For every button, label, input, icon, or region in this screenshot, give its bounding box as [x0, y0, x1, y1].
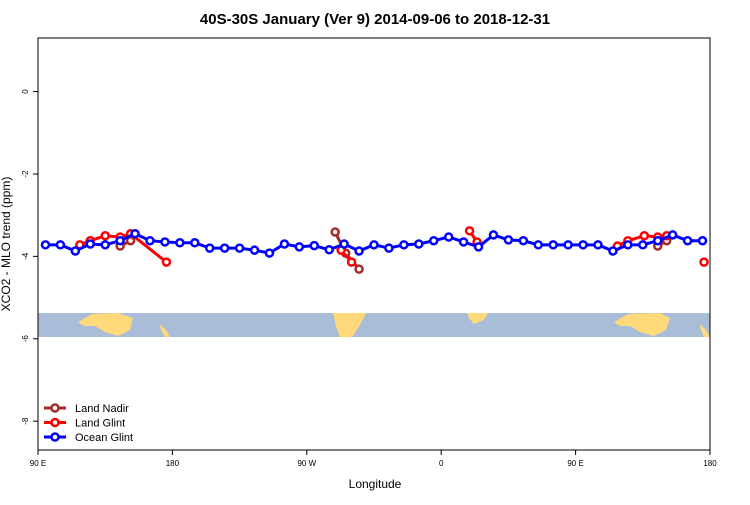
legend-marker	[50, 417, 60, 428]
point	[369, 240, 379, 250]
point	[115, 235, 125, 246]
x-tick-label: 0	[439, 459, 444, 468]
legend-label: Land Glint	[75, 418, 125, 430]
point	[503, 235, 514, 245]
point	[294, 242, 305, 252]
point	[488, 230, 499, 240]
point	[161, 257, 172, 267]
point	[354, 246, 364, 256]
x-tick-label: 90 E	[567, 459, 583, 468]
plot-frame	[37, 37, 711, 451]
point	[204, 243, 215, 253]
y-tick-label: -2	[21, 170, 30, 178]
series-line	[119, 231, 668, 271]
x-tick-label: 90 E	[30, 459, 46, 468]
map-strip	[38, 313, 710, 337]
y-tick-label: 0	[21, 89, 30, 94]
point	[428, 235, 439, 246]
point	[578, 240, 588, 250]
point	[563, 240, 573, 250]
point	[100, 231, 110, 241]
point	[100, 240, 110, 250]
legend-marker	[50, 403, 60, 413]
y-tick-label: -4	[21, 252, 30, 260]
point	[55, 240, 66, 250]
point	[652, 235, 663, 246]
point	[697, 235, 708, 246]
point	[70, 246, 81, 256]
point	[330, 227, 340, 237]
x-tick-label: 90 W	[297, 459, 316, 468]
point	[533, 240, 544, 250]
point	[190, 238, 200, 248]
x-tick-label: 180	[166, 459, 180, 468]
point	[279, 239, 290, 249]
chart-title: 40S-30S January (Ver 9) 2014-09-06 to 20…	[200, 11, 550, 28]
legend-label: Land Nadir	[75, 403, 129, 415]
point	[264, 248, 275, 258]
point	[399, 240, 409, 250]
point	[638, 240, 648, 250]
y-axis-label: XCO2 - MLO trend (ppm)	[0, 177, 13, 312]
point	[414, 239, 424, 249]
y-tick-label: -8	[21, 417, 30, 425]
point	[623, 240, 633, 250]
point	[249, 245, 260, 255]
point	[40, 240, 51, 250]
x-axis-label: Longitude	[349, 477, 402, 491]
point	[160, 237, 170, 247]
point	[145, 235, 155, 246]
point	[593, 240, 603, 250]
point	[464, 226, 475, 236]
legend-label: Ocean Glint	[75, 432, 133, 444]
legend-marker	[50, 432, 60, 442]
point	[354, 264, 364, 274]
point	[443, 232, 454, 242]
point	[346, 257, 357, 267]
point	[548, 240, 558, 250]
point	[682, 235, 693, 246]
point	[234, 243, 245, 253]
point	[309, 240, 320, 251]
y-tick-label: -6	[21, 335, 30, 343]
point	[699, 257, 709, 267]
point	[339, 239, 349, 249]
point	[130, 228, 140, 239]
point	[384, 243, 394, 253]
point	[608, 246, 618, 256]
point	[518, 235, 529, 246]
point	[219, 243, 230, 253]
point	[324, 245, 334, 255]
point	[85, 239, 96, 249]
x-tick-label: 180	[703, 459, 717, 468]
point	[175, 238, 185, 248]
point	[667, 230, 678, 240]
point	[639, 231, 650, 241]
point	[458, 237, 469, 247]
point	[473, 242, 484, 252]
